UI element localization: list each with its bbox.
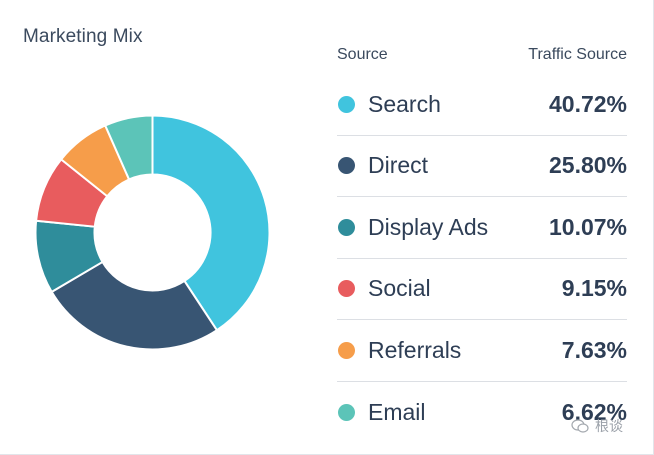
donut-slice-direct[interactable] bbox=[50, 260, 219, 351]
wechat-icon bbox=[571, 419, 589, 433]
legend-label-email: Email bbox=[368, 398, 426, 425]
donut-slice-search[interactable] bbox=[151, 114, 271, 332]
legend-rows: Search 40.72% Direct 25.80% Display Ads 10.07… bbox=[337, 74, 627, 443]
legend-label-display-ads: Display Ads bbox=[368, 213, 489, 240]
legend-value-search: 40.72% bbox=[548, 90, 627, 117]
legend-value-social: 9.15% bbox=[561, 275, 627, 302]
legend-dot-social bbox=[338, 280, 355, 298]
watermark-text: 根谈 bbox=[595, 418, 623, 434]
donut-svg bbox=[34, 114, 271, 351]
legend-dot-referrals bbox=[338, 341, 355, 359]
legend-row-direct[interactable]: Direct 25.80% bbox=[337, 136, 627, 197]
legend-label-search: Search bbox=[368, 90, 441, 117]
watermark: 根谈 bbox=[571, 416, 623, 436]
legend-entry: Direct bbox=[337, 152, 428, 179]
legend-dot-email bbox=[338, 403, 355, 421]
legend-row-display-ads[interactable]: Display Ads 10.07% bbox=[337, 197, 627, 259]
donut-slice-email[interactable] bbox=[103, 114, 154, 181]
legend-entry: Referrals bbox=[337, 337, 461, 364]
legend-row-search[interactable]: Search 40.72% bbox=[337, 74, 627, 136]
legend-value-direct: 25.80% bbox=[548, 152, 627, 179]
legend-entry: Email bbox=[337, 399, 426, 426]
legend-value-display-ads: 10.07% bbox=[548, 213, 627, 240]
legend-row-email[interactable]: Email 6.62% bbox=[337, 382, 627, 444]
legend-label-social: Social bbox=[368, 275, 431, 302]
legend-entry: Search bbox=[337, 91, 441, 118]
donut-chart bbox=[30, 110, 275, 355]
legend-header-source: Source bbox=[337, 46, 388, 63]
legend-row-social[interactable]: Social 9.15% bbox=[337, 259, 627, 320]
legend-dot-direct bbox=[338, 157, 355, 175]
legend-label-direct: Direct bbox=[368, 152, 429, 179]
legend-row-referrals[interactable]: Referrals 7.63% bbox=[337, 320, 627, 382]
chart-title: Marketing Mix bbox=[23, 26, 143, 47]
legend-dot-display-ads bbox=[338, 218, 355, 236]
legend-header: Source Traffic Source bbox=[337, 46, 627, 74]
legend-table: Source Traffic Source Search 40.72% Direct… bbox=[337, 46, 627, 443]
legend-label-referrals: Referrals bbox=[368, 336, 462, 363]
legend-header-value: Traffic Source bbox=[528, 46, 627, 63]
legend-value-referrals: 7.63% bbox=[561, 336, 627, 363]
legend-entry: Display Ads bbox=[337, 214, 488, 241]
legend-entry: Social bbox=[337, 275, 431, 302]
legend-dot-search bbox=[338, 95, 355, 113]
legend-value-email: 6.62% bbox=[561, 398, 627, 425]
